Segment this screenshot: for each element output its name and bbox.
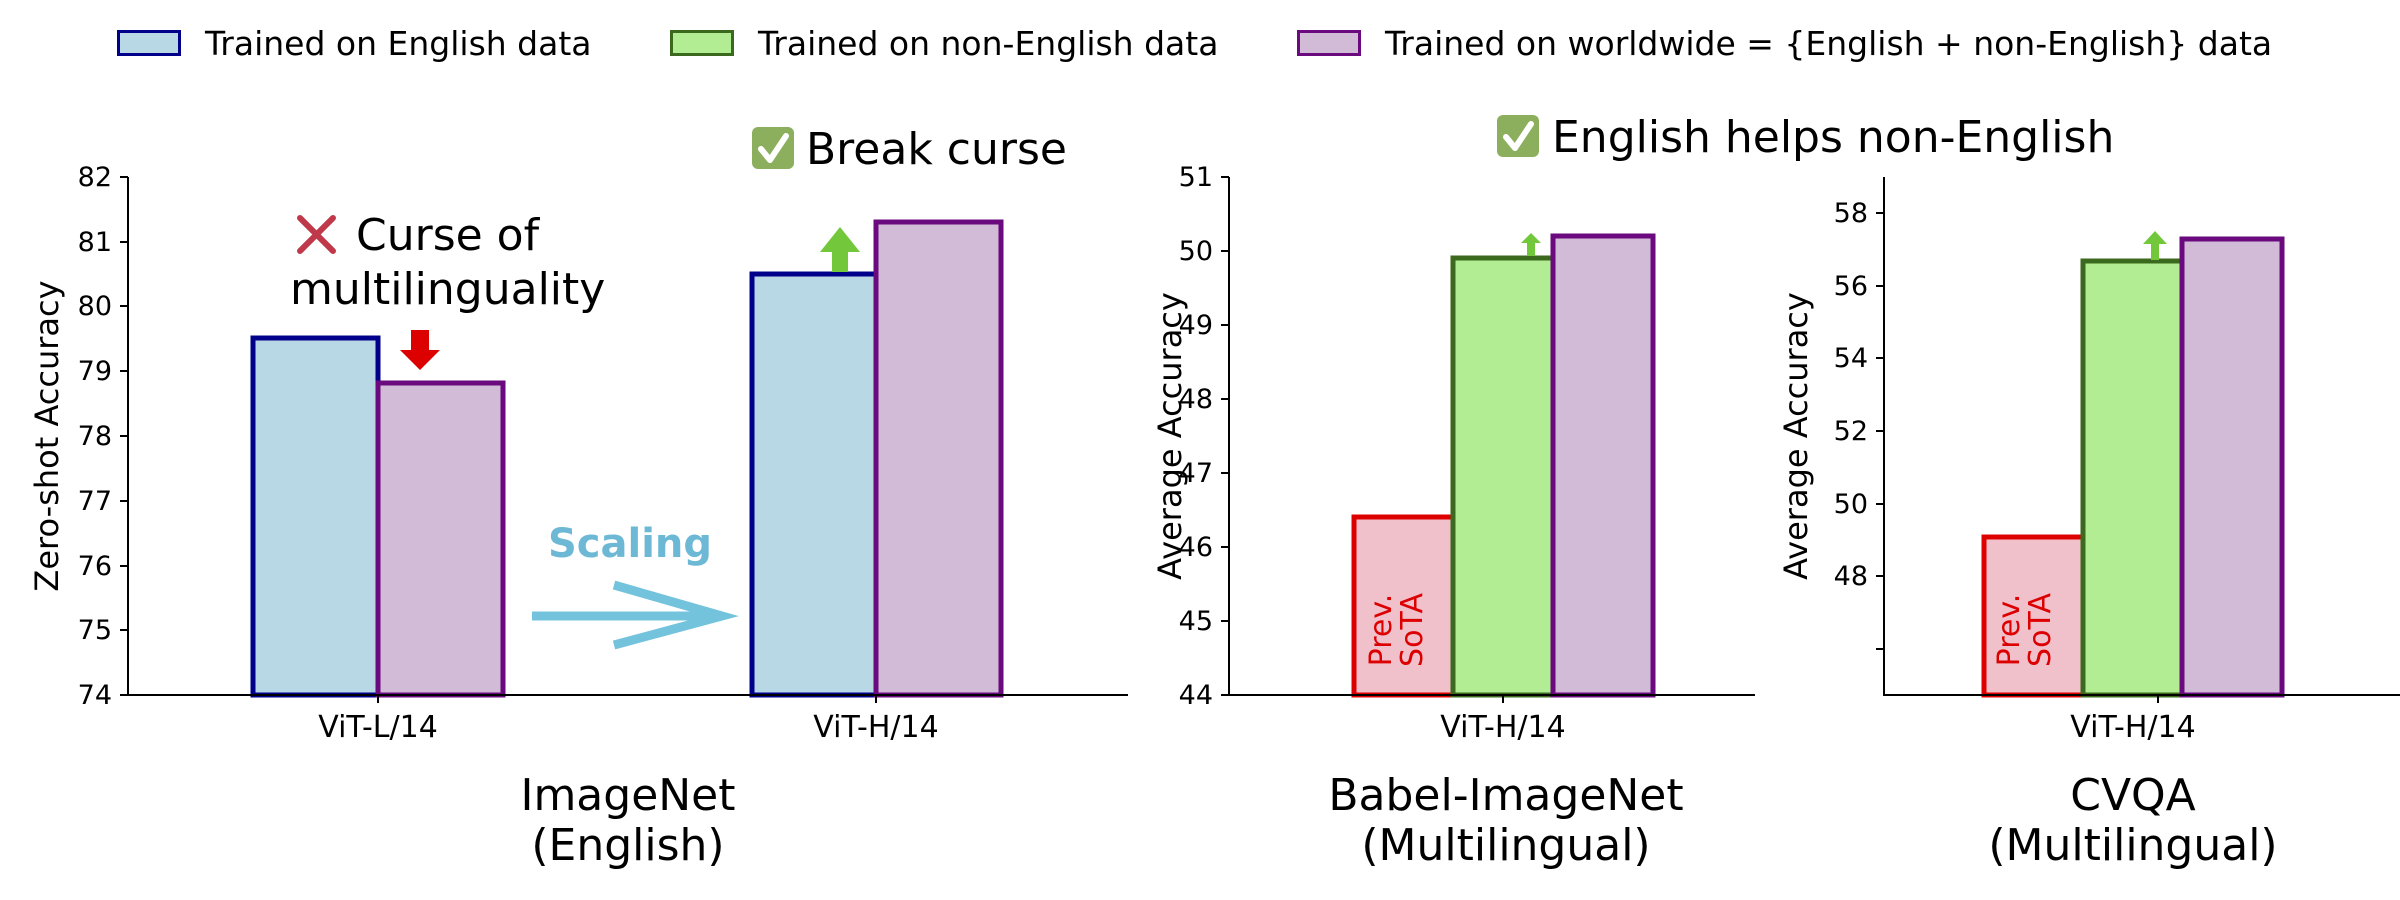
bar-vitl-english bbox=[250, 335, 381, 698]
curse-label-line2: multilinguality bbox=[290, 264, 605, 315]
ytick-label: 48 bbox=[1179, 384, 1213, 415]
legend-item-english: Trained on English data bbox=[117, 24, 592, 63]
ytick-label: 50 bbox=[1834, 489, 1868, 520]
legend-label-english: Trained on English data bbox=[205, 23, 592, 63]
ytick-label: 77 bbox=[78, 486, 112, 517]
break-curse-label: Break curse bbox=[806, 124, 1067, 175]
panel-imagenet: 82 81 80 79 78 77 76 75 74 ViT-L/14 ViT-… bbox=[28, 124, 1128, 871]
ytick-label: 49 bbox=[1179, 310, 1213, 341]
bar-vith-english bbox=[749, 271, 879, 698]
ytick-label: 81 bbox=[78, 227, 112, 258]
xtick-label: ViT-H/14 bbox=[2070, 710, 2195, 745]
ytick-label: 54 bbox=[1834, 343, 1868, 374]
legend-swatch-non-english bbox=[670, 30, 734, 56]
ytick-label: 76 bbox=[78, 551, 112, 582]
ytick-label: 50 bbox=[1179, 236, 1213, 267]
scaling-label: Scaling bbox=[548, 521, 712, 567]
ytick-label: 56 bbox=[1834, 271, 1868, 302]
panel-babel-imagenet: Prev. SoTA 51 50 49 48 47 46 45 44 ViT-H… bbox=[1151, 162, 1755, 871]
y-axis-label: Zero-shot Accuracy bbox=[28, 280, 66, 591]
panel-subtitle: (Multilingual) bbox=[1361, 820, 1650, 871]
english-helps-label: English helps non-English bbox=[1552, 112, 2114, 163]
ytick-label: 80 bbox=[78, 291, 112, 322]
bar-non-english bbox=[2080, 258, 2185, 698]
bar-prev-sota bbox=[1351, 514, 1456, 698]
ytick-label: 74 bbox=[78, 680, 112, 711]
panel-title: CVQA bbox=[2070, 770, 2196, 821]
bar-non-english bbox=[1450, 255, 1556, 698]
panel-cvqa: Prev. SoTA 58 56 54 52 50 48 ViT-H/14 Av… bbox=[1777, 177, 2400, 871]
down-arrow-icon bbox=[400, 330, 440, 370]
ytick-label: 46 bbox=[1179, 532, 1213, 563]
bar-worldwide bbox=[2179, 236, 2285, 698]
ytick-label: 75 bbox=[78, 615, 112, 646]
ytick-label: 48 bbox=[1834, 561, 1868, 592]
legend-swatch-english bbox=[117, 30, 181, 56]
cross-icon bbox=[297, 215, 336, 254]
ytick-label: 82 bbox=[78, 162, 112, 193]
bar-worldwide bbox=[1550, 233, 1656, 698]
y-axis-label: Average Accuracy bbox=[1151, 292, 1189, 580]
ytick-label: 78 bbox=[78, 421, 112, 452]
up-arrow-icon bbox=[820, 227, 860, 272]
bar-vitl-worldwide bbox=[375, 380, 506, 698]
right-arrow-icon bbox=[532, 580, 739, 650]
xtick-label: ViT-L/14 bbox=[318, 710, 438, 745]
svg-text:SoTA: SoTA bbox=[1395, 593, 1430, 667]
legend-label-non-english: Trained on non-English data bbox=[758, 23, 1219, 63]
legend-item-non-english: Trained on non-English data bbox=[670, 24, 1218, 63]
svg-text:SoTA: SoTA bbox=[2023, 593, 2058, 667]
prev-sota-label: Prev. SoTA bbox=[1364, 593, 1430, 667]
legend-swatch-worldwide bbox=[1297, 30, 1361, 56]
panel-subtitle: (English) bbox=[531, 820, 724, 871]
panel-subtitle: (Multilingual) bbox=[1988, 820, 2277, 871]
legend-label-worldwide: Trained on worldwide = {English + non-En… bbox=[1385, 23, 2273, 63]
bar-vith-worldwide bbox=[873, 219, 1004, 698]
curse-label: Curse of bbox=[356, 210, 541, 261]
ytick-label: 51 bbox=[1179, 162, 1213, 193]
ytick-label: 52 bbox=[1834, 416, 1868, 447]
legend-item-worldwide: Trained on worldwide = {English + non-En… bbox=[1297, 24, 2272, 63]
up-arrow-icon bbox=[1521, 233, 1541, 256]
ytick-label: 44 bbox=[1179, 680, 1213, 711]
ytick-label: 45 bbox=[1179, 606, 1213, 637]
up-arrow-icon bbox=[2143, 231, 2167, 260]
bar-prev-sota bbox=[1981, 534, 2086, 698]
panel-title: Babel-ImageNet bbox=[1328, 770, 1683, 821]
svg-text:Prev.: Prev. bbox=[1364, 594, 1399, 667]
ytick-label: 47 bbox=[1179, 458, 1213, 489]
svg-text:Prev.: Prev. bbox=[1992, 594, 2027, 667]
ytick-label: 58 bbox=[1834, 198, 1868, 229]
ytick-label: 79 bbox=[78, 356, 112, 387]
xtick-label: ViT-H/14 bbox=[1440, 710, 1565, 745]
prev-sota-label: Prev. SoTA bbox=[1992, 593, 2058, 667]
panel-title: ImageNet bbox=[520, 770, 735, 821]
xtick-label: ViT-H/14 bbox=[813, 710, 938, 745]
y-axis-label: Average Accuracy bbox=[1777, 292, 1815, 580]
